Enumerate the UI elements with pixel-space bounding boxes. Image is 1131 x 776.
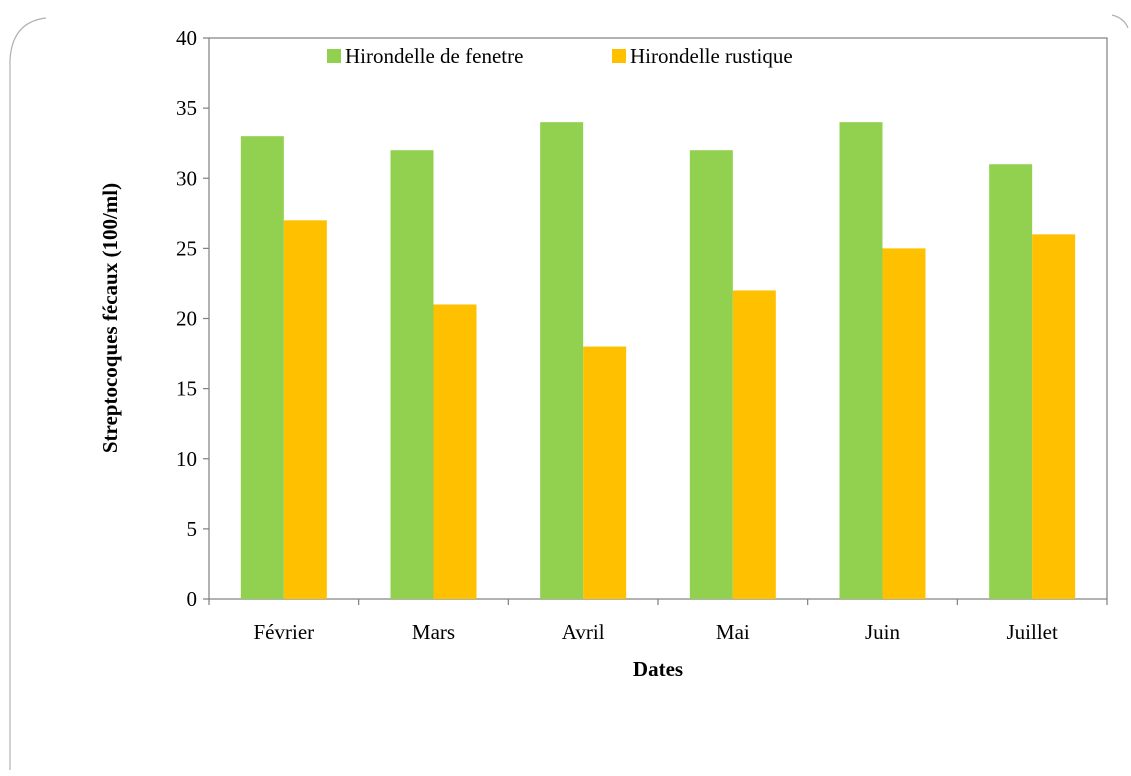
x-tick-label: Juin: [865, 620, 901, 644]
y-tick-label: 5: [187, 517, 198, 541]
bar-hirondelle-de-fenetre-juin: [839, 122, 883, 600]
frame-border-left: [9, 17, 47, 770]
y-tick-label: 0: [187, 587, 198, 611]
x-tick-label: Juillet: [1006, 620, 1057, 644]
legend-swatch-hirondelle-de-fenetre: [327, 49, 341, 63]
legend-label-hirondelle-rustique: Hirondelle rustique: [630, 44, 793, 68]
y-tick-label: 20: [176, 307, 197, 331]
y-tick-label: 35: [176, 96, 197, 120]
legend: Hirondelle de fenetre Hirondelle rustiqu…: [327, 44, 793, 68]
bar-hirondelle-rustique-mai: [732, 290, 776, 599]
y-tick-label: 25: [176, 236, 197, 260]
bar-hirondelle-de-fenetre-juillet: [989, 164, 1033, 599]
y-tick-label: 30: [176, 166, 197, 190]
frame-border-right: [1111, 14, 1129, 29]
x-axis-title: Dates: [633, 657, 683, 681]
y-axis-title: Streptocoques fécaux (100/ml): [98, 183, 122, 453]
x-tick-label: Mars: [412, 620, 455, 644]
x-tick-label: Mai: [716, 620, 750, 644]
bar-hirondelle-de-fenetre-mars: [390, 150, 434, 599]
bar-hirondelle-de-fenetre-mai: [689, 150, 733, 599]
bar-hirondelle-de-fenetre-avril: [540, 122, 584, 600]
bar-hirondelle-de-fenetre-février: [240, 136, 284, 600]
legend-swatch-hirondelle-rustique: [612, 49, 626, 63]
y-tick-label: 15: [176, 377, 197, 401]
plot-area: 0 5 10 15 20 25 30 35 40 Février Mars Avril Mai Juin J…: [176, 26, 1108, 644]
plot-border: [208, 37, 1108, 600]
y-tick-label: 10: [176, 447, 197, 471]
bar-hirondelle-rustique-avril: [583, 346, 627, 599]
legend-label-hirondelle-de-fenetre: Hirondelle de fenetre: [345, 44, 523, 68]
bar-hirondelle-rustique-juin: [882, 248, 926, 599]
x-tick-label: Avril: [562, 620, 605, 644]
x-tick-label: Février: [254, 620, 315, 644]
y-tick-label: 40: [176, 26, 197, 50]
bar-hirondelle-rustique-février: [283, 220, 327, 599]
bar-hirondelle-rustique-juillet: [1032, 234, 1076, 599]
bar-hirondelle-rustique-mars: [433, 304, 477, 599]
